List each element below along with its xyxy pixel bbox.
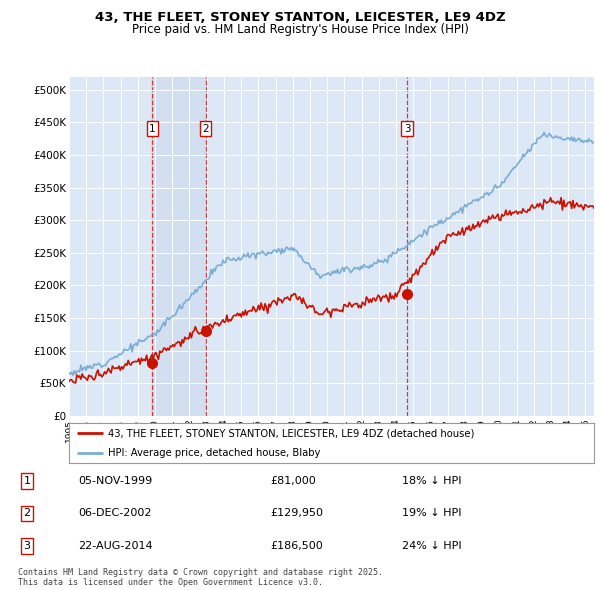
Text: Price paid vs. HM Land Registry's House Price Index (HPI): Price paid vs. HM Land Registry's House … bbox=[131, 23, 469, 36]
Text: 19% ↓ HPI: 19% ↓ HPI bbox=[402, 509, 461, 518]
Bar bbox=[152, 77, 206, 416]
Text: 2: 2 bbox=[202, 124, 209, 134]
Text: Contains HM Land Registry data © Crown copyright and database right 2025.
This d: Contains HM Land Registry data © Crown c… bbox=[18, 568, 383, 587]
Text: 3: 3 bbox=[23, 541, 31, 550]
Text: 1: 1 bbox=[149, 124, 156, 134]
Text: 24% ↓ HPI: 24% ↓ HPI bbox=[402, 541, 461, 550]
Text: £186,500: £186,500 bbox=[270, 541, 323, 550]
Text: 18% ↓ HPI: 18% ↓ HPI bbox=[402, 476, 461, 486]
Text: 2: 2 bbox=[23, 509, 31, 518]
Text: 05-NOV-1999: 05-NOV-1999 bbox=[78, 476, 152, 486]
Text: HPI: Average price, detached house, Blaby: HPI: Average price, detached house, Blab… bbox=[109, 448, 321, 458]
Text: 3: 3 bbox=[404, 124, 410, 134]
Text: £129,950: £129,950 bbox=[270, 509, 323, 518]
Text: 43, THE FLEET, STONEY STANTON, LEICESTER, LE9 4DZ (detached house): 43, THE FLEET, STONEY STANTON, LEICESTER… bbox=[109, 428, 475, 438]
Text: 22-AUG-2014: 22-AUG-2014 bbox=[78, 541, 152, 550]
Text: 43, THE FLEET, STONEY STANTON, LEICESTER, LE9 4DZ: 43, THE FLEET, STONEY STANTON, LEICESTER… bbox=[95, 11, 505, 24]
Text: 06-DEC-2002: 06-DEC-2002 bbox=[78, 509, 151, 518]
Text: £81,000: £81,000 bbox=[270, 476, 316, 486]
Text: 1: 1 bbox=[23, 476, 31, 486]
